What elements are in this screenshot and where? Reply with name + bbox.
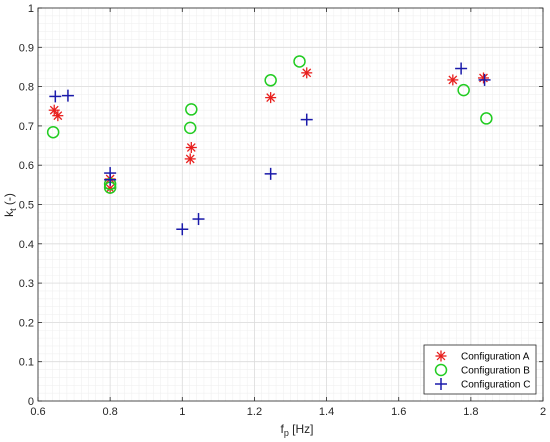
legend-box [423,344,537,395]
data-point [104,173,117,186]
y-tick-label: 0.1 [19,357,34,369]
x-axis-label-sub: p [284,428,289,438]
data-point [185,142,197,154]
y-tick-label: 0 [28,396,34,408]
x-axis-ticks: 0.6 0.8 1 1.2 1.4 1.6 1.8 2 [30,8,546,418]
data-point [264,167,277,180]
x-tick-label: 0.8 [102,406,117,418]
data-point [49,90,62,103]
x-tick-label: 1.4 [319,406,334,418]
y-axis-label-main: k [2,210,16,217]
data-point [293,55,306,68]
legend: Configuration A Configuration B Configurat… [423,344,537,395]
data-point [300,113,313,126]
x-tick-label: 1 [179,406,185,418]
y-tick-label: 0.4 [19,239,34,251]
data-point [264,74,277,87]
data-point [447,74,459,86]
legend-marker [435,350,447,362]
y-tick-label: 0.8 [19,82,34,94]
x-axis-label-main: f [280,422,284,436]
y-tick-label: 0.6 [19,160,34,172]
y-tick-label: 0.5 [19,200,34,212]
data-point [52,110,64,122]
data-point [301,67,313,79]
y-axis-ticks: 0 0.1 0.2 0.3 0.4 0.5 0.6 0.7 0.8 0.9 1 [19,3,543,408]
legend-entry-label: Configuration B [461,366,530,377]
data-point [265,92,277,104]
x-tick-label: 1.2 [247,406,262,418]
data-point [477,72,489,84]
data-point [480,112,493,125]
data-point [183,121,197,135]
x-axis-label: fp [Hz] [280,422,313,438]
legend-marker [434,363,448,377]
data-point [455,62,468,75]
series-1 [48,67,489,194]
data-point [478,73,491,86]
x-axis-label-unit: [Hz] [289,422,314,436]
data-point [48,104,60,116]
legend-entry-label: Configuration C [461,380,530,391]
y-tick-label: 0.7 [19,121,34,133]
data-point [184,153,196,165]
data-point [185,103,198,116]
x-tick-label: 1.6 [391,406,406,418]
y-tick-label: 0.9 [19,42,34,54]
y-tick-label: 0.3 [19,278,34,290]
x-tick-label: 2 [540,406,546,418]
y-axis-label: kt (-) [2,193,18,217]
y-tick-label: 0.2 [19,317,34,329]
y-tick-label: 1 [28,3,34,15]
data-point [176,223,189,236]
data-point [46,125,60,139]
y-axis-label-unit: (-) [2,193,16,208]
legend-entry-label: Configuration A [461,352,530,363]
x-tick-label: 1.8 [463,406,478,418]
x-tick-label: 0.6 [30,406,45,418]
data-point [457,83,470,97]
data-point [61,89,74,102]
data-point [192,213,205,226]
data-markers [46,55,493,236]
legend-marker [435,378,447,390]
y-axis-label-sub: t [8,208,18,211]
series-3 [49,62,491,236]
